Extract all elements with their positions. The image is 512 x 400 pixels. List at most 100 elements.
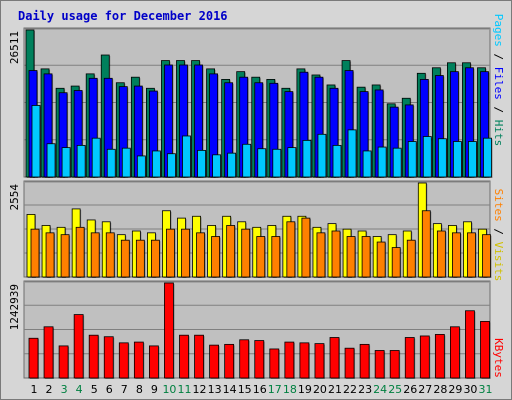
- y-max-label: 2554: [8, 184, 21, 211]
- bar-sites-day-1: [30, 228, 40, 278]
- bar-pages-day-16: [257, 148, 267, 178]
- legend-files: Files: [492, 67, 505, 100]
- x-tick-label-day-8: 8: [136, 383, 143, 396]
- bar-pages-day-14: [227, 152, 237, 178]
- bar-pages-day-31: [483, 137, 492, 178]
- bar-kbytes-day-20: [314, 343, 325, 379]
- bar-kbytes-day-19: [299, 342, 310, 379]
- bar-pages-day-17: [272, 148, 282, 178]
- bar-kbytes-day-16: [254, 340, 265, 379]
- bar-sites-day-17: [271, 236, 281, 278]
- x-tick-label-day-29: 29: [448, 383, 462, 396]
- bar-kbytes-day-8: [133, 341, 144, 379]
- bar-sites-day-24: [376, 241, 386, 278]
- bar-pages-day-7: [121, 147, 131, 178]
- x-tick-label-day-23: 23: [358, 383, 372, 396]
- bar-kbytes-day-23: [359, 343, 370, 379]
- bar-pages-day-24: [377, 146, 387, 178]
- bar-pages-day-8: [136, 155, 146, 178]
- x-tick-label-day-4: 4: [76, 383, 83, 396]
- bar-pages-day-2: [46, 143, 56, 178]
- bar-kbytes-day-9: [148, 345, 159, 379]
- bar-kbytes-day-10: [164, 282, 174, 379]
- bar-kbytes-day-21: [329, 337, 340, 379]
- x-tick-label-day-6: 6: [106, 383, 113, 396]
- bar-pages-day-18: [287, 147, 297, 178]
- bar-kbytes-day-22: [344, 347, 355, 379]
- bar-sites-day-11: [181, 228, 190, 278]
- bar-sites-day-27: [421, 210, 431, 278]
- bar-pages-day-27: [422, 136, 432, 178]
- bar-kbytes-day-1: [28, 337, 39, 379]
- legend-sep: /: [492, 100, 505, 120]
- panel-kbytes: 1242939: [8, 280, 491, 379]
- bar-kbytes-day-31: [480, 321, 490, 379]
- bar-pages-day-4: [76, 144, 86, 178]
- bar-sites-day-3: [60, 234, 70, 278]
- legend-top-panel: Pages / Files / Hits: [492, 14, 505, 147]
- bar-kbytes-day-11: [179, 334, 189, 379]
- bar-pages-day-13: [212, 154, 222, 178]
- bar-sites-day-15: [241, 228, 251, 278]
- bar-kbytes-day-14: [224, 343, 235, 379]
- bar-kbytes-day-3: [58, 345, 69, 379]
- legend-kbytes: KBytes: [492, 338, 505, 378]
- bar-sites-day-4: [75, 226, 85, 278]
- panel-hits-files-pages: 26511: [8, 27, 493, 179]
- bar-pages-day-15: [242, 143, 252, 178]
- bar-sites-day-19: [301, 217, 311, 278]
- x-tick-label-day-24: 24: [373, 383, 387, 396]
- bar-sites-day-21: [331, 230, 341, 278]
- bar-pages-day-21: [332, 144, 342, 178]
- x-tick-label-day-7: 7: [121, 383, 128, 396]
- bar-sites-day-20: [316, 232, 326, 278]
- bar-sites-day-18: [286, 221, 296, 278]
- bar-sites-day-22: [346, 236, 356, 278]
- bar-sites-day-16: [256, 236, 266, 278]
- bar-sites-day-2: [45, 232, 55, 278]
- x-tick-label-day-1: 1: [31, 383, 38, 396]
- bar-sites-day-25: [391, 247, 401, 278]
- bar-pages-day-23: [362, 150, 372, 178]
- x-tick-label-day-31: 31: [479, 383, 493, 396]
- bar-pages-day-1: [31, 105, 41, 178]
- bar-pages-day-30: [468, 141, 477, 178]
- bar-kbytes-day-18: [284, 341, 295, 379]
- bar-kbytes-day-15: [239, 339, 250, 379]
- chart-title: Daily usage for December 2016: [18, 9, 228, 23]
- bar-sites-day-12: [196, 232, 205, 278]
- bar-kbytes-day-13: [209, 344, 220, 379]
- bar-sites-day-6: [105, 232, 115, 278]
- x-tick-label-day-10: 10: [162, 383, 176, 396]
- x-tick-label-day-13: 13: [208, 383, 222, 396]
- bar-pages-day-25: [392, 147, 402, 178]
- bar-sites-day-5: [90, 232, 100, 278]
- bar-sites-day-7: [120, 239, 130, 278]
- bar-kbytes-day-30: [465, 310, 475, 379]
- legend-sep: /: [492, 222, 505, 242]
- x-tick-label-day-17: 17: [268, 383, 282, 396]
- x-tick-label-day-5: 5: [91, 383, 98, 396]
- x-tick-label-day-21: 21: [328, 383, 342, 396]
- bar-sites-day-29: [451, 232, 461, 278]
- x-tick-label-day-20: 20: [313, 383, 327, 396]
- bar-sites-day-14: [226, 225, 236, 278]
- bar-kbytes-day-17: [269, 348, 280, 379]
- x-tick-label-day-3: 3: [61, 383, 68, 396]
- bar-pages-day-28: [437, 138, 447, 178]
- bar-kbytes-day-12: [194, 334, 204, 379]
- bar-sites-day-10: [166, 228, 175, 278]
- panel-visits-sites: 2554: [8, 180, 492, 278]
- bar-kbytes-day-5: [88, 334, 99, 379]
- bar-kbytes-day-4: [73, 314, 84, 379]
- bar-sites-day-23: [361, 236, 371, 278]
- legend-sites: Sites: [492, 189, 505, 222]
- x-tick-label-day-2: 2: [46, 383, 53, 396]
- bar-kbytes-day-6: [103, 336, 114, 379]
- bar-sites-day-30: [467, 232, 476, 278]
- bar-kbytes-day-29: [449, 326, 460, 379]
- x-tick-label-day-19: 19: [298, 383, 312, 396]
- bar-pages-day-11: [182, 135, 191, 178]
- y-max-label: 1242939: [8, 284, 21, 330]
